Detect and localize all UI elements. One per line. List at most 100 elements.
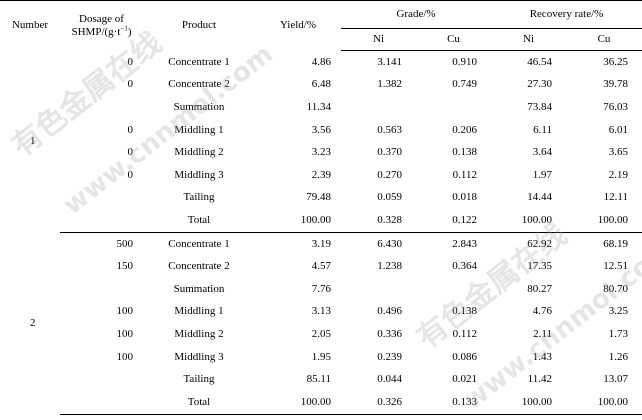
header-dosage-line1: Dosage of: [79, 12, 124, 25]
table-header: Number Dosage of SHMP/(g·t−1) Product Yi…: [0, 0, 642, 51]
header-number: Number: [0, 0, 60, 51]
cell-dosage: 0: [127, 78, 134, 91]
cell-product: Total: [143, 209, 255, 233]
cell-number: 1: [30, 134, 36, 147]
cell-dosage: [60, 278, 143, 301]
cell-yield: 100.00: [255, 390, 341, 415]
cell-yield: 1.95: [311, 350, 331, 363]
cell-grade-ni: 6.430: [377, 237, 402, 250]
cell-grade-ni: 0.059: [377, 191, 402, 204]
cell-product: Total: [143, 390, 255, 415]
cell-dosage: 100: [116, 305, 134, 318]
header-grade-ni: Ni: [341, 28, 416, 51]
cell-recovery-ni: 14.44: [527, 191, 552, 204]
cell-recovery-ni: 80.27: [527, 282, 552, 295]
cell-yield: 7.76: [311, 282, 331, 295]
table-body: 1 0 Concentrate 1 4.86 3.141 0.910 46.54 36.25 0…: [0, 51, 642, 415]
table-row: 0 Middling 1 3.56 0.563 0.206 6.11 6.01: [0, 119, 642, 142]
cell-recovery-cu: 1.26: [608, 350, 629, 363]
cell-recovery-ni: 11.42: [527, 373, 552, 386]
table-row: 0 Middling 2 3.23 0.370 0.138 3.64 3.65: [0, 141, 642, 164]
cell-recovery-ni: 4.76: [532, 305, 552, 318]
table-row: 100 Middling 2 2.05 0.336 0.112 2.11 1.73: [0, 323, 642, 346]
cell-yield: 2.05: [311, 327, 331, 340]
cell-product: Concentrate 2: [168, 260, 230, 273]
table-row: Tailing 85.11 0.044 0.021 11.42 13.07: [0, 368, 642, 391]
cell-recovery-ni: 27.30: [527, 78, 552, 91]
cell-grade-ni: 0.336: [377, 327, 402, 340]
cell-dosage: [60, 187, 143, 210]
cell-grade-cu: 0.749: [452, 78, 477, 91]
cell-grade-cu: 0.112: [452, 327, 477, 340]
cell-yield: 3.13: [311, 305, 331, 318]
cell-dosage: [60, 368, 143, 391]
cell-grade-cu: 0.138: [452, 305, 477, 318]
header-dosage-line2: SHMP/(g·t−1): [71, 23, 132, 38]
table-row: 0 Middling 3 2.39 0.270 0.112 1.97 2.19: [0, 164, 642, 187]
cell-recovery-cu: 12.51: [603, 260, 629, 273]
cell-dosage: [60, 96, 143, 119]
cell-yield: 3.23: [311, 146, 331, 159]
cell-product: Middling 2: [174, 146, 224, 159]
table-row: Summation 11.34 73.84 76.03: [0, 96, 642, 119]
cell-product: Concentrate 1: [168, 237, 230, 250]
table-row: 1 0 Concentrate 1 4.86 3.141 0.910 46.54 36.25: [0, 51, 642, 146]
cell-yield: 79.48: [306, 191, 331, 204]
cell-product: Middling 2: [174, 327, 224, 340]
cell-grade-cu: 0.206: [452, 123, 477, 136]
cell-recovery-cu: 100.00: [566, 209, 642, 233]
cell-dosage: 100: [116, 327, 134, 340]
cell-yield: 2.39: [311, 168, 331, 181]
cell-product: Concentrate 1: [168, 55, 230, 68]
cell-recovery-ni: 3.64: [532, 146, 552, 159]
cell-recovery-cu: 6.01: [608, 123, 629, 136]
cell-grade-cu: 0.910: [452, 55, 477, 68]
cell-yield: 11.34: [306, 100, 331, 113]
cell-recovery-ni: 2.11: [533, 327, 552, 340]
table-row: 100 Middling 3 1.95 0.239 0.086 1.43 1.26: [0, 346, 642, 369]
cell-yield: 100.00: [255, 209, 341, 233]
cell-grade-cu: 2.843: [452, 237, 477, 250]
cell-recovery-cu: 68.19: [603, 237, 629, 250]
cell-dosage: 0: [127, 168, 134, 181]
cell-recovery-ni: 62.92: [527, 237, 552, 250]
cell-grade-cu: 0.122: [416, 209, 491, 233]
cell-recovery-cu: 1.73: [608, 327, 629, 340]
header-recovery: Recovery rate/%: [491, 0, 642, 29]
cell-grade-cu: 0.021: [452, 373, 477, 386]
cell-recovery-ni: 1.97: [532, 168, 552, 181]
cell-grade-ni: 0.370: [377, 146, 402, 159]
cell-yield: 6.48: [311, 78, 331, 91]
cell-product: Middling 3: [174, 168, 224, 181]
cell-product: Middling 1: [174, 305, 224, 318]
cell-grade-cu: [416, 278, 491, 301]
header-grade-cu: Cu: [416, 28, 491, 51]
cell-recovery-cu: 80.70: [603, 282, 629, 295]
table-row: 150 Concentrate 2 4.57 1.238 0.364 17.35 12.51: [0, 255, 642, 278]
cell-grade-ni: 0.044: [377, 373, 402, 386]
table-row: 100 Middling 1 3.13 0.496 0.138 4.76 3.25: [0, 301, 642, 324]
cell-product: Middling 1: [174, 123, 224, 136]
cell-recovery-ni: 1.43: [532, 350, 552, 363]
cell-grade-cu: 0.086: [452, 350, 477, 363]
cell-grade-ni: 1.238: [377, 260, 402, 273]
table-row: Total 100.00 0.326 0.133 100.00 100.00: [0, 390, 642, 415]
cell-grade-ni: 0.563: [377, 123, 402, 136]
cell-yield: 85.11: [306, 373, 331, 386]
cell-grade-ni: 0.239: [377, 350, 402, 363]
cell-grade-cu: 0.364: [452, 260, 477, 273]
cell-dosage: 150: [116, 260, 134, 273]
cell-grade-ni: 0.328: [341, 209, 416, 233]
table-row: 0 Concentrate 2 6.48 1.382 0.749 27.30 39.78: [0, 74, 642, 97]
cell-grade-cu: [416, 96, 491, 119]
cell-recovery-ni: 100.00: [491, 390, 566, 415]
cell-dosage: 100: [116, 350, 134, 363]
cell-recovery-cu: 2.19: [608, 168, 629, 181]
cell-yield: 4.86: [311, 55, 331, 68]
cell-recovery-ni: 17.35: [527, 260, 552, 273]
cell-grade-ni: 3.141: [377, 55, 402, 68]
cell-grade-ni: 0.326: [341, 390, 416, 415]
cell-recovery-ni: 100.00: [491, 209, 566, 233]
